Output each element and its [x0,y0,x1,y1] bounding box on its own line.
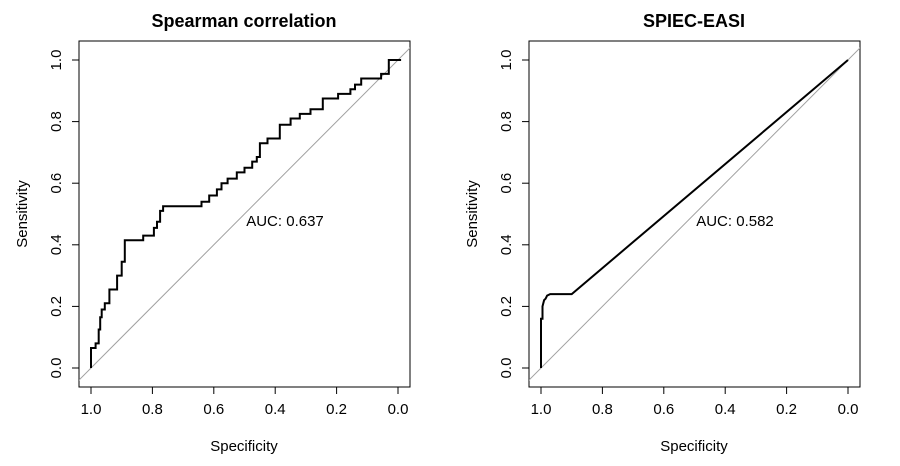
x-tick-label: 1.0 [81,401,102,418]
x-tick-label: 0.6 [203,401,224,418]
x-tick-label: 0.8 [592,401,613,418]
x-axis-label: Specificity [210,438,278,455]
x-tick-label: 0.8 [142,401,163,418]
y-tick-label: 0.4 [48,234,65,255]
roc-panel-spearman: Spearman correlation Specificity Sensiti… [14,11,411,455]
x-tick-label: 0.6 [653,401,674,418]
x-tick-label: 0.2 [776,401,797,418]
roc-curve [540,59,849,368]
plot-area [528,40,861,388]
y-tick-label: 0.2 [48,296,65,317]
auc-annotation: AUC: 0.637 [246,213,324,230]
y-tick-label: 0.0 [48,358,65,379]
x-tick-label: 0.0 [838,401,859,418]
x-tick-label: 0.2 [326,401,347,418]
plot-frame [528,40,861,388]
y-tick-label: 0.6 [498,173,515,194]
chart-title: SPIEC-EASI [643,11,745,31]
reference-diagonal [79,47,410,381]
y-tick-label: 0.2 [498,296,515,317]
y-tick-label: 0.4 [498,234,515,255]
auc-annotation: AUC: 0.582 [696,213,774,230]
x-tick-label: 1.0 [531,401,552,418]
reference-diagonal [529,47,860,381]
y-axis-label: Sensitivity [464,180,481,248]
y-tick-label: 0.0 [498,358,515,379]
chart-title: Spearman correlation [151,11,336,31]
y-tick-label: 1.0 [48,50,65,71]
plot-area [78,40,411,388]
plot-frame [78,40,411,388]
roc-panel-spiec-easi: SPIEC-EASI Specificity Sensitivity AUC: … [464,11,861,455]
y-tick-label: 1.0 [498,50,515,71]
y-tick-label: 0.6 [48,173,65,194]
x-tick-label: 0.0 [388,401,409,418]
y-tick-label: 0.8 [48,111,65,132]
axis-ticks: 1.0 0.8 0.6 0.4 0.2 0.0 0.0 0.2 0.4 0.6 0.8 1.0 [498,50,858,418]
x-axis-label: Specificity [660,438,728,455]
y-axis-label: Sensitivity [14,180,31,248]
x-tick-label: 0.4 [265,401,286,418]
axis-ticks: 1.0 0.8 0.6 0.4 0.2 0.0 0.0 0.2 0.4 0.6 0.8 1.0 [48,50,408,418]
roc-curve [90,59,402,368]
y-tick-label: 0.8 [498,111,515,132]
x-tick-label: 0.4 [715,401,736,418]
